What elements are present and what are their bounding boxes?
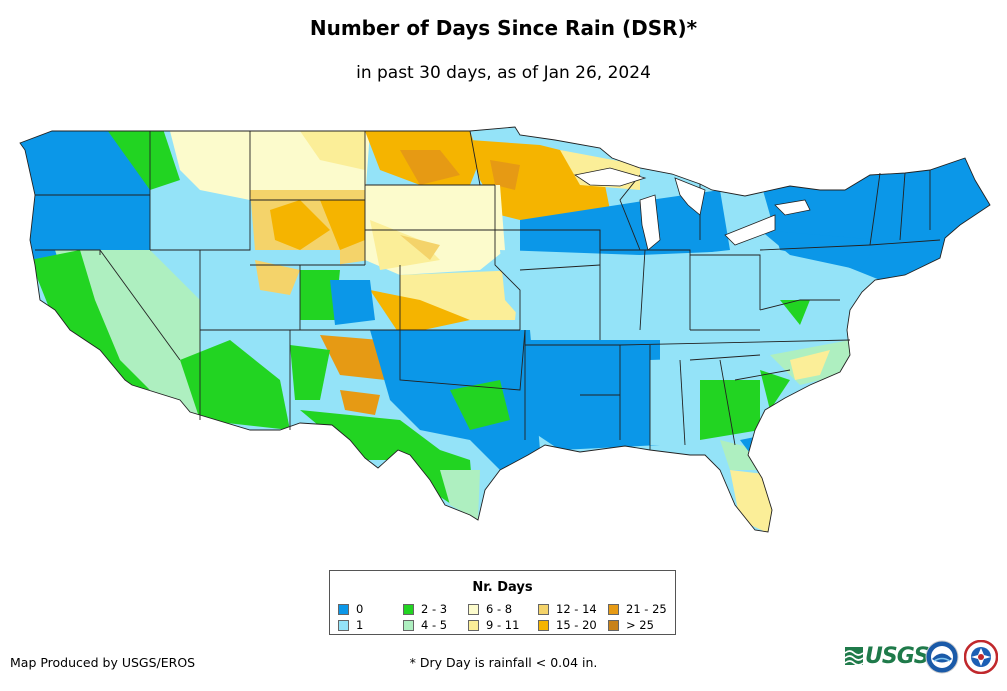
map-title: Number of Days Since Rain (DSR)* bbox=[309, 16, 698, 40]
legend-swatch bbox=[608, 604, 619, 615]
legend-item: > 25 bbox=[608, 618, 654, 632]
legend-swatch bbox=[403, 620, 414, 631]
usgs-logo: USGS bbox=[845, 644, 930, 670]
legend-label: 15 - 20 bbox=[556, 618, 597, 632]
map-subtitle: in past 30 days, as of Jan 26, 2024 bbox=[356, 63, 651, 83]
legend-label: 21 - 25 bbox=[626, 602, 667, 616]
legend-label: 4 - 5 bbox=[421, 618, 448, 632]
legend-swatch bbox=[538, 620, 549, 631]
legend-label: 1 bbox=[356, 618, 364, 632]
legend-label: 2 - 3 bbox=[421, 602, 448, 616]
state-boundaries bbox=[19, 126, 991, 533]
legend-label: 6 - 8 bbox=[486, 602, 513, 616]
legend-label: 12 - 14 bbox=[556, 602, 597, 616]
legend-label: > 25 bbox=[626, 618, 654, 632]
legend-swatch bbox=[608, 620, 619, 631]
credit-text: Map Produced by USGS/EROS bbox=[10, 655, 196, 670]
legend-label: 9 - 11 bbox=[486, 618, 520, 632]
legend-swatch bbox=[468, 620, 479, 631]
legend-label: 0 bbox=[356, 602, 364, 616]
legend-item: 0 bbox=[338, 602, 363, 616]
legend-swatch bbox=[403, 604, 414, 615]
legend-item: 4 - 5 bbox=[403, 618, 447, 632]
legend-item: 2 - 3 bbox=[403, 602, 447, 616]
usgs-waves-icon bbox=[845, 647, 863, 665]
legend-swatch bbox=[468, 604, 479, 615]
legend-item: 15 - 20 bbox=[538, 618, 597, 632]
legend-item: 1 bbox=[338, 618, 363, 632]
great-lakes bbox=[573, 167, 811, 251]
usgs-logo-text: USGS bbox=[865, 644, 930, 669]
legend-swatch bbox=[338, 620, 349, 631]
legend-swatch bbox=[538, 604, 549, 615]
noaa-seal-icon bbox=[925, 640, 959, 674]
legend-item: 9 - 11 bbox=[468, 618, 519, 632]
legend-title: Nr. Days bbox=[472, 580, 533, 595]
legend: Nr. Days 0 1 2 - 3 4 - 5 6 - 8 9 - 11 12 - 14 1… bbox=[329, 570, 676, 635]
legend-swatch bbox=[338, 604, 349, 615]
nws-seal-icon bbox=[964, 640, 998, 674]
legend-item: 12 - 14 bbox=[538, 602, 597, 616]
legend-item: 6 - 8 bbox=[468, 602, 512, 616]
legend-item: 21 - 25 bbox=[608, 602, 667, 616]
footnote-text: * Dry Day is rainfall < 0.04 in. bbox=[409, 655, 598, 670]
